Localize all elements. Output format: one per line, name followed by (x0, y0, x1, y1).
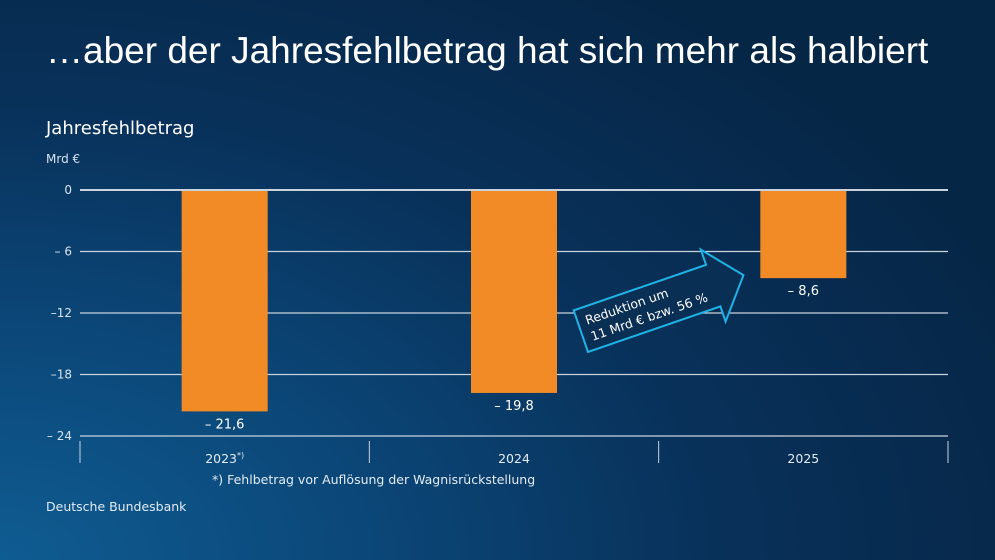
x-tick-label: 2025 (787, 451, 819, 466)
y-axis-unit: Mrd € (46, 152, 81, 166)
bar-2025 (760, 191, 847, 279)
y-tick-label: –12 (51, 306, 72, 320)
x-tick-label: 2024 (498, 451, 530, 466)
footnote-marker: *) (237, 451, 244, 460)
y-tick-label: 0 (64, 183, 72, 197)
y-tick-label: – 6 (55, 245, 72, 259)
headline: …aber der Jahresfehlbetrag hat sich mehr… (46, 30, 929, 71)
data-label: – 19,8 (494, 399, 534, 414)
x-tick-label: 2023*) (205, 451, 244, 466)
data-label: – 8,6 (788, 284, 819, 299)
bar-2024 (471, 191, 557, 393)
arrow-shape (572, 247, 745, 354)
data-label: – 21,6 (205, 417, 245, 432)
y-tick-label: – 24 (47, 429, 72, 443)
y-tick-label: –18 (51, 368, 72, 382)
footnote: *) Fehlbetrag vor Auflösung der Wagnisrü… (212, 472, 536, 487)
chart-title: Jahresfehlbetrag (46, 118, 195, 139)
source: Deutsche Bundesbank (46, 499, 187, 514)
bar-2023 (181, 191, 268, 412)
